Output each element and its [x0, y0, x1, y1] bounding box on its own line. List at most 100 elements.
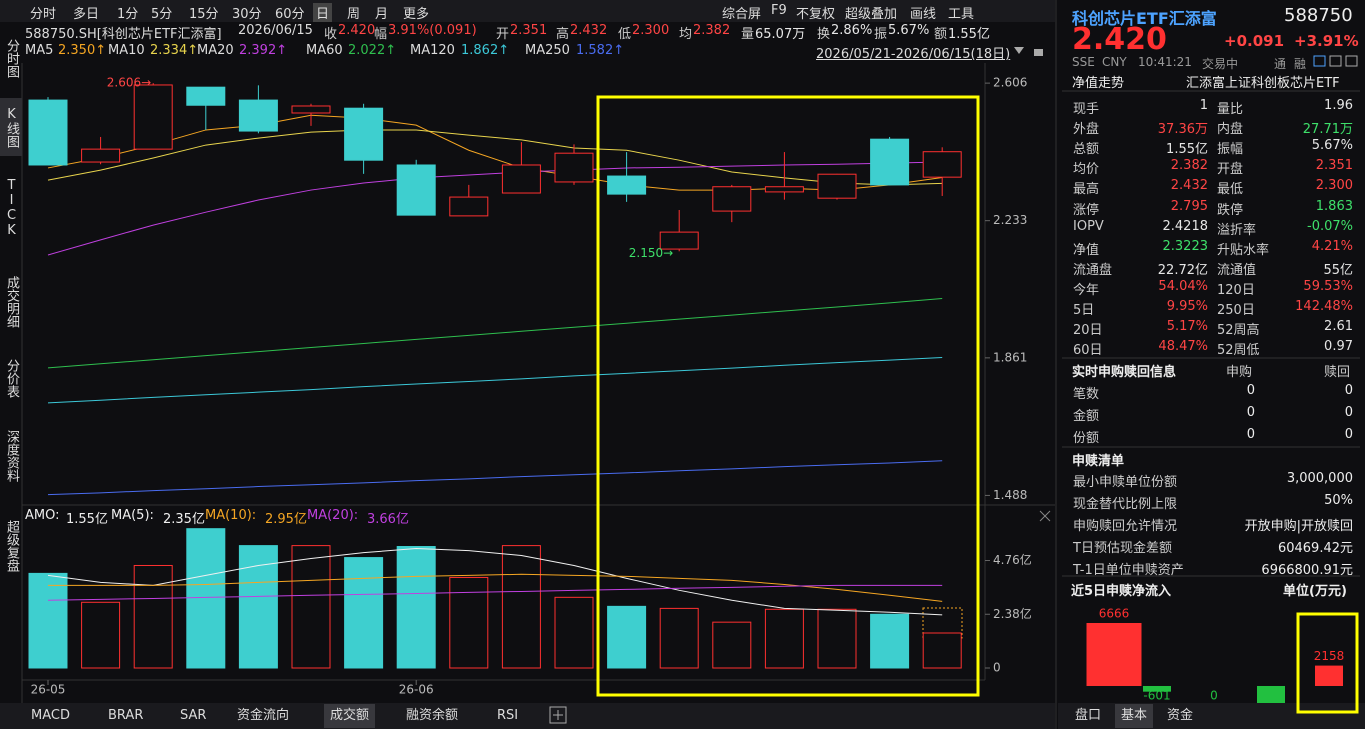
candle-body	[133, 84, 173, 150]
panel-tab[interactable]: 资金	[1167, 708, 1194, 723]
info-value: 2.351	[510, 23, 548, 38]
col-header: 赎回	[1324, 365, 1351, 380]
tool-button[interactable]: F9	[771, 3, 787, 18]
indicator-tab[interactable]: 融资余额	[406, 708, 459, 723]
sub-label: 金额	[1073, 409, 1100, 424]
stat-value: 5.67%	[1311, 138, 1353, 154]
indicator-tab[interactable]: RSI	[497, 708, 519, 723]
list-value: 开放申购|开放赎回	[1244, 519, 1353, 534]
indicator-tab[interactable]: 成交额	[324, 704, 376, 728]
toolbar-bg	[0, 0, 1055, 22]
period-tab[interactable]: 30分	[232, 7, 262, 22]
stat-value: 2.3223	[1162, 238, 1209, 254]
info-label: 低	[618, 27, 632, 42]
info-label: 高	[556, 27, 570, 42]
volume-bar	[870, 613, 910, 669]
stat-value: 1	[1199, 98, 1208, 113]
stat-label: 20日	[1073, 323, 1103, 339]
ma-legend-value: 1.862↑	[461, 43, 510, 58]
indicator-tab[interactable]: MACD	[31, 708, 70, 723]
stat-value: 0.97	[1324, 339, 1353, 355]
info-value: 2.300	[632, 23, 670, 38]
period-tab[interactable]: 分时	[30, 7, 57, 22]
side-tab[interactable]: 超级复盘	[4, 520, 19, 572]
stat-label: 250日	[1217, 303, 1255, 318]
flow-label: 2158	[1314, 649, 1345, 663]
sub-label: 份额	[1073, 431, 1100, 446]
candle-body	[186, 86, 226, 106]
stat-value: 142.48%	[1295, 299, 1353, 314]
list-value: 6966800.91元	[1261, 563, 1353, 578]
volume-legend-name: AMO:	[25, 508, 60, 523]
volume-bar	[501, 545, 541, 669]
sub-value: 0	[1344, 405, 1353, 420]
period-tab[interactable]: 5分	[151, 7, 173, 22]
period-tab[interactable]: 更多	[403, 7, 430, 22]
period-tab[interactable]: 1分	[117, 7, 139, 22]
side-tab[interactable]: K线图	[0, 98, 22, 156]
tabbar-bg	[0, 703, 1055, 729]
info-value: 3.91%(0.091)	[388, 23, 477, 38]
ma-line	[47, 356, 943, 404]
stat-value: 2.382	[1170, 158, 1208, 174]
period-tab[interactable]: 多日	[73, 7, 100, 22]
close-icon[interactable]	[1039, 510, 1051, 522]
volume-legend-value: 3.66亿	[367, 512, 409, 527]
side-tab[interactable]: 分时图	[4, 38, 19, 78]
info-value: 2.86%	[831, 23, 873, 38]
info-label: 额	[934, 27, 948, 42]
tool-button[interactable]: 画线	[910, 7, 937, 22]
indicator-tab[interactable]: 资金流向	[237, 708, 290, 723]
date-range: 2026/05/21-2026/06/15(18日)	[816, 47, 1011, 62]
side-tab[interactable]: 分价表	[4, 358, 19, 398]
tool-button[interactable]: 综合屏	[722, 7, 762, 22]
nav-tab[interactable]: 净值走势	[1072, 76, 1125, 91]
tool-button[interactable]: 工具	[948, 7, 975, 22]
ma-legend-name: MA60	[306, 43, 343, 58]
side-tab[interactable]: 成交明细	[4, 276, 19, 328]
period-tab[interactable]: 日	[313, 3, 333, 22]
ma-line	[47, 548, 943, 616]
stat-label: 现手	[1073, 102, 1100, 117]
period-tab[interactable]: 周	[347, 7, 361, 22]
ma-legend-name: MA120	[410, 43, 455, 58]
info-value: 1.55亿	[948, 27, 990, 42]
stat-value: 2.61	[1324, 319, 1353, 335]
list-label: T日预估现金差额	[1073, 541, 1172, 556]
x-tick-label: 26-05	[31, 683, 66, 697]
panel-tab[interactable]: 基本	[1115, 704, 1154, 728]
side-tab[interactable]: TICK	[4, 178, 19, 238]
period-tab[interactable]: 60分	[275, 7, 305, 22]
indicator-tab[interactable]: SAR	[180, 708, 207, 723]
volume-bar	[186, 528, 226, 669]
period-tab[interactable]: 15分	[189, 7, 219, 22]
stat-value: 1.96	[1324, 98, 1353, 113]
y-tick-label: 0	[993, 661, 1001, 675]
price-change: +0.091	[1224, 32, 1285, 50]
ma-line	[47, 297, 943, 369]
flow-label: 0	[1210, 688, 1218, 702]
stat-value: 9.95%	[1166, 299, 1208, 314]
ma-legend-value: 2.022↑	[348, 43, 397, 58]
candle-body	[764, 186, 804, 193]
tool-button[interactable]: 不复权	[796, 7, 836, 22]
section-title: 实时申购赎回信息	[1072, 365, 1177, 380]
side-tab[interactable]: 深度资料	[4, 430, 19, 482]
ma-line	[47, 129, 943, 186]
stat-value: 37.36万	[1157, 122, 1208, 138]
stat-label: 均价	[1073, 162, 1100, 178]
indicator-tab[interactable]: BRAR	[108, 708, 144, 723]
stat-value: 55亿	[1323, 262, 1353, 278]
period-tab[interactable]: 月	[375, 7, 389, 22]
candle-body	[607, 175, 647, 195]
volume-bar	[81, 601, 121, 669]
volume-bar	[344, 557, 384, 669]
fund-name: 汇添富上证科创板芯片ETF	[1186, 76, 1340, 91]
volume-legend-value: 2.95亿	[265, 512, 307, 527]
panel-tab[interactable]: 盘口	[1075, 708, 1102, 723]
flow-label: -601	[1143, 688, 1170, 702]
stat-label: 流通值	[1217, 262, 1257, 278]
tool-button[interactable]: 超级叠加	[845, 7, 898, 22]
stat-value: 2.4218	[1162, 218, 1209, 234]
x-tick-label: 26-06	[399, 683, 434, 697]
